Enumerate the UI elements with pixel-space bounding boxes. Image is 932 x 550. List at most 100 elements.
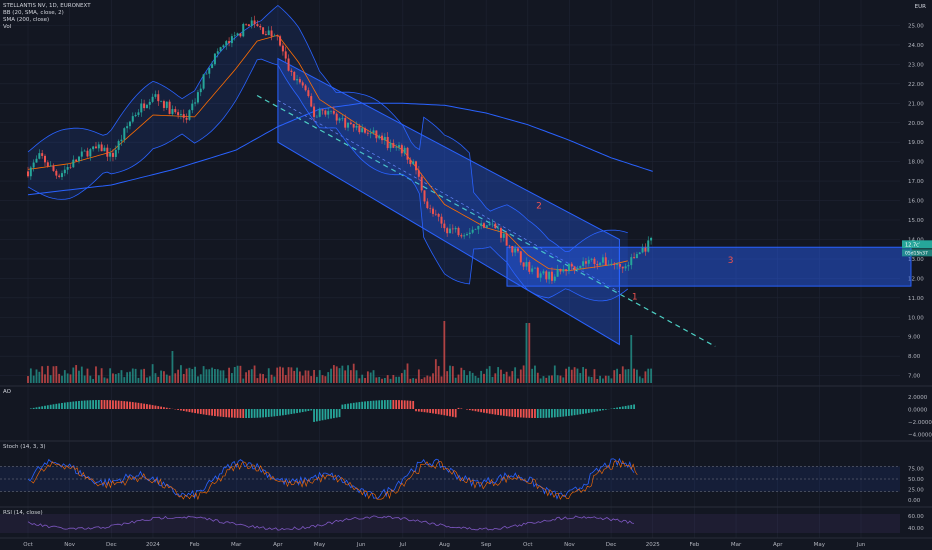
candle-body <box>157 94 160 102</box>
ao-bar <box>202 409 205 415</box>
ao-bar <box>131 402 134 409</box>
volume-bar <box>330 368 332 383</box>
ao-bar <box>551 409 553 418</box>
volume-bar <box>182 373 185 383</box>
volume-bar <box>398 376 400 383</box>
candle-body <box>641 247 644 253</box>
volume-bar <box>545 377 548 383</box>
volume-bar <box>491 376 494 383</box>
ao-bar <box>415 409 417 412</box>
volume-bar <box>412 378 415 383</box>
x-tick-label: Mar <box>231 542 242 548</box>
vol-legend[interactable]: Vol <box>3 24 12 30</box>
ao-bar <box>114 400 117 409</box>
ao-bar <box>307 409 310 412</box>
y-tick-label: 19.00 <box>908 140 924 146</box>
candle-body <box>211 64 214 69</box>
volume-bar <box>587 376 590 383</box>
volume-bar <box>160 370 163 383</box>
candle-body <box>72 159 75 168</box>
ao-legend[interactable]: AO <box>3 389 11 395</box>
candle-body <box>505 233 508 246</box>
ao-bar <box>395 400 398 409</box>
ao-bar <box>157 406 160 409</box>
ao-bar <box>276 409 279 417</box>
stoch-d-line <box>31 460 638 501</box>
candle-body <box>267 30 270 36</box>
candle-body <box>491 223 494 225</box>
y-tick-label: 21.00 <box>908 101 924 107</box>
candle-body <box>565 269 568 272</box>
x-tick-label: 2024 <box>146 542 160 548</box>
volume-bar <box>369 372 372 383</box>
volume-bar <box>477 377 480 383</box>
candle-body <box>454 227 457 230</box>
candle-body <box>488 223 491 226</box>
ao-bar <box>123 401 126 409</box>
volume-bar <box>565 368 568 383</box>
candle-body <box>77 156 80 162</box>
candle-body <box>276 35 279 37</box>
volume-bar <box>440 376 443 383</box>
sma-legend[interactable]: SMA (200, close) <box>3 17 50 23</box>
ao-bar <box>511 409 514 417</box>
x-tick-label: Oct <box>523 542 533 548</box>
volume-bar <box>483 373 485 383</box>
volume-bar <box>216 369 219 383</box>
y-tick-label: 9.00 <box>908 335 921 341</box>
volume-bar <box>423 377 426 383</box>
ao-bar <box>188 409 191 413</box>
ao-bar <box>508 409 511 417</box>
volume-bar <box>165 374 168 383</box>
ao-bar <box>100 400 103 409</box>
volume-bar <box>392 374 395 383</box>
rsi-legend[interactable]: RSI (14, close) <box>3 510 43 516</box>
candle-body <box>123 128 126 140</box>
volume-bar <box>262 374 264 383</box>
ao-bar <box>383 400 386 409</box>
ao-bar <box>568 409 570 416</box>
ao-bar <box>446 409 449 416</box>
volume-bar <box>551 375 553 383</box>
x-tick-label: Nov <box>64 542 75 548</box>
stoch-tick-label: 0.00 <box>908 498 921 504</box>
volume-bar <box>146 377 148 383</box>
volume-bar <box>80 366 83 383</box>
volume-bar <box>199 374 202 383</box>
ao-bar <box>358 402 361 409</box>
candle-body <box>182 114 185 118</box>
ao-bar <box>80 400 83 409</box>
ao-bar <box>52 404 55 409</box>
symbol-legend[interactable]: STELLANTIS NV, 1D, EURONEXT <box>3 3 91 9</box>
ao-bar <box>211 409 213 416</box>
candle-body <box>460 235 463 237</box>
stoch-legend[interactable]: Stoch (14, 3, 3) <box>3 444 46 450</box>
volume-bar <box>250 369 253 383</box>
ao-bar <box>604 409 607 410</box>
candle-body <box>55 170 58 176</box>
volume-bar <box>432 373 434 383</box>
candle-body <box>332 110 335 114</box>
ao-bar <box>375 400 378 409</box>
volume-bar <box>281 367 284 383</box>
volume-bar <box>97 375 100 383</box>
ao-tick-label: 2.0000 <box>908 395 928 401</box>
volume-bar <box>497 367 500 383</box>
candle-body <box>86 150 89 157</box>
ao-bar <box>66 402 69 409</box>
candle-body <box>315 116 318 118</box>
volume-bar <box>61 375 63 383</box>
volume-bar <box>641 378 644 383</box>
bb-legend[interactable]: BB (20, SMA, close, 2) <box>3 10 64 16</box>
volume-bar <box>556 375 559 383</box>
y-tick-label: 12.00 <box>908 276 924 282</box>
candle-body <box>330 110 333 112</box>
rsi-line <box>27 515 635 531</box>
currency-label[interactable]: EUR <box>914 4 926 10</box>
volume-bar <box>78 370 80 383</box>
candle-body <box>358 125 361 133</box>
candle-body <box>429 208 432 209</box>
candle-body <box>395 147 398 148</box>
volume-bar <box>86 368 89 383</box>
